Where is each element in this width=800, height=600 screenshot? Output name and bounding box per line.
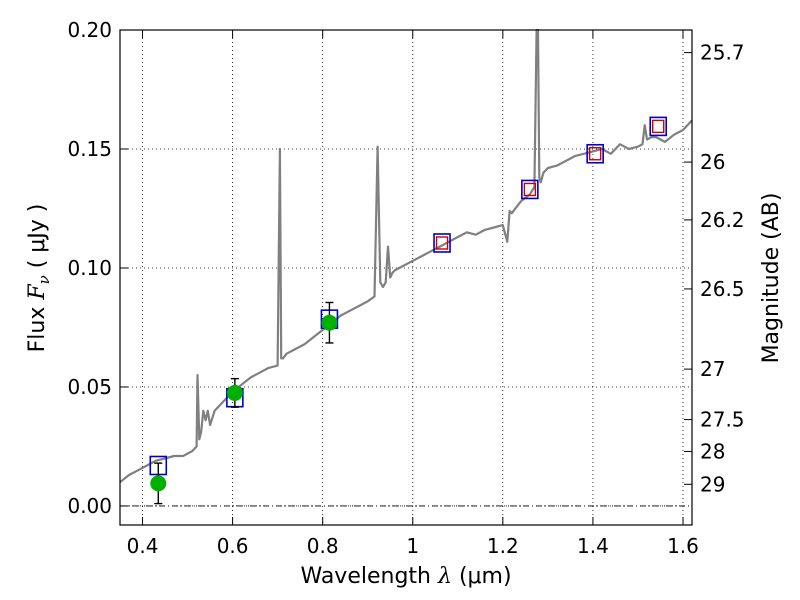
y2-tick-label: 27: [700, 357, 725, 381]
y-tick-label: 0.20: [67, 18, 112, 42]
model-photometry-red-square: [523, 182, 537, 197]
y2-tick-label: 26: [700, 150, 725, 174]
y-tick-label: 0.05: [67, 375, 112, 399]
observed-point: [226, 384, 243, 401]
model-photometry-blue-square: [521, 179, 539, 200]
x-tick-label: 1: [406, 534, 419, 558]
model-spectrum-line: [119, 28, 693, 484]
y-axis-title: Flux Fν ( μJy ): [25, 204, 53, 353]
model-photometry-red-square: [652, 119, 665, 134]
x-tick-label: 0.8: [307, 534, 339, 558]
observed-point: [321, 314, 338, 331]
y2-tick-label: 27.5: [700, 408, 745, 432]
y2-tick-label: 28: [700, 439, 725, 463]
plot-frame: [119, 29, 693, 526]
y2-tick-label: 25.7: [700, 41, 745, 65]
y-tick-label: 0.15: [67, 137, 112, 161]
x-tick-label: 1.2: [487, 534, 519, 558]
model-photometry-red-square: [588, 147, 602, 161]
y2-tick-label: 29: [700, 472, 725, 496]
tick-layer: 0.4 0.6 0.8 1 1.2 1.4 1.6 0.00 0.05 0.10 0.15 0.20 2…: [67, 18, 744, 558]
x-axis-title: Wavelength λ (μm): [300, 564, 511, 589]
plot-area: [120, 30, 692, 525]
model-photometry-blue-square: [586, 143, 604, 164]
model-photometry-blue-square: [649, 116, 668, 137]
x-tick-label: 0.4: [127, 534, 159, 558]
observed-point: [150, 475, 167, 492]
model-photometry-red-square: [435, 236, 449, 250]
x-tick-label: 0.6: [217, 534, 249, 558]
model-photometry-blue-square: [433, 233, 451, 253]
y2-tick-label: 26.5: [700, 277, 745, 301]
y2-axis-title: Magnitude (AB): [759, 193, 784, 364]
y-tick-label: 0.00: [67, 494, 112, 518]
x-tick-label: 1.6: [667, 534, 699, 558]
series-layer: [119, 28, 693, 505]
y2-tick-label: 26.2: [700, 208, 745, 232]
y-tick-label: 0.10: [67, 256, 112, 280]
x-tick-label: 1.4: [577, 534, 609, 558]
